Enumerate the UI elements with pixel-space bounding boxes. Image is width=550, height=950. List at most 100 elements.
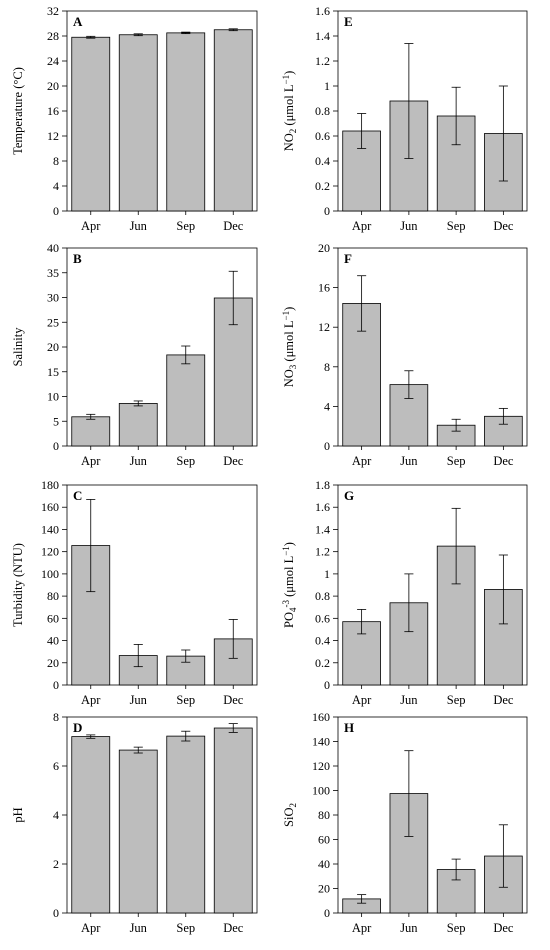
panel-h-error-bar-apr [357, 894, 367, 904]
panel-b-error-bar-jun [133, 400, 143, 407]
panel-b-category-label: Apr [81, 454, 101, 468]
panel-b-ytick-label: 5 [53, 414, 59, 428]
panel-a-letter: A [73, 14, 83, 29]
panel-g-ylabel: PO4-3 (μmol L−1) [281, 542, 298, 628]
panel-f-category-label: Sep [447, 454, 466, 468]
panel-a-error-bar-sep [181, 31, 191, 35]
panel-b-ytick-label: 10 [47, 390, 59, 404]
panel-a-bar-dec [213, 29, 253, 212]
panel-b-error-bar-sep [181, 345, 191, 365]
panel-e-error-bar-apr [357, 113, 367, 149]
panel-a-ylabel: Temperature (°C) [11, 67, 25, 155]
panel-h-error-bar-dec [498, 824, 508, 888]
panel-b-ytick-label: 40 [47, 241, 59, 255]
panel-h-ytick-label: 80 [318, 808, 330, 822]
panel-h-category-label: Apr [352, 921, 372, 935]
panel-b-letter: B [73, 251, 82, 266]
panel-f-letter: F [344, 251, 352, 266]
panel-e-ytick-label: 0.4 [315, 154, 330, 168]
panel-a-error-bar-apr [86, 35, 96, 39]
panel-d-error-bar-apr [86, 734, 96, 739]
panel-c-ytick-label: 40 [47, 634, 59, 648]
panel-g-ytick-label: 0.8 [315, 589, 330, 603]
panel-f-ytick-label: 8 [324, 360, 330, 374]
panel-d-category-label: Apr [81, 921, 101, 935]
panel-a-category-label: Sep [176, 219, 195, 233]
panel-b-ytick-label: 25 [47, 315, 59, 329]
panel-h-ytick-label: 20 [318, 882, 330, 896]
panel-b-error-bar-apr [86, 413, 96, 420]
panel-c-ytick-label: 160 [41, 500, 59, 514]
panel-e-ytick-label: 1.2 [315, 54, 330, 68]
panel-d-error-bar-dec [228, 723, 238, 733]
panel-f-ytick-label: 0 [324, 439, 330, 453]
panel-c-ytick-label: 60 [47, 611, 59, 625]
panel-e-ytick-label: 0.6 [315, 129, 330, 143]
panel-f-category-label: Dec [493, 454, 514, 468]
panel-a-ytick-label: 12 [47, 129, 59, 143]
panel-g-ytick-label: 0.4 [315, 634, 330, 648]
panel-e-category-label: Sep [447, 219, 466, 233]
panel-c-ytick-label: 140 [41, 522, 59, 536]
panel-g-ytick-label: 0.2 [315, 656, 330, 670]
panel-e-error-bar-sep [451, 86, 461, 146]
panel-h-ytick-label: 100 [312, 784, 330, 798]
panel-e: 0 0.2 0.4 0.6 0.8 1 1.2 1.4 1.6 Apr Jun Sep Dec E NO2 … [281, 4, 528, 233]
panel-g-category-label: Dec [493, 693, 514, 707]
panel-d-error-bar-jun [133, 746, 143, 754]
panel-g-error-bar-jun [404, 573, 414, 633]
panel-h-letter: H [344, 720, 354, 735]
panel-d-bar-sep [166, 735, 206, 914]
panel-d-ytick-label: 8 [53, 710, 59, 724]
panel-a-bar-apr [71, 36, 111, 212]
panel-d-ytick-label: 4 [53, 808, 59, 822]
panel-h-category-label: Jun [400, 921, 418, 935]
panel-e-ytick-label: 0 [324, 204, 330, 218]
panel-g-frame [337, 484, 528, 686]
panel-f-error-bar-apr [357, 275, 367, 332]
panel-a-bar-jun [118, 34, 158, 212]
panel-h-ytick-label: 40 [318, 857, 330, 871]
panel-f-ytick-label: 4 [324, 399, 330, 413]
panel-c-error-bar-jun [133, 644, 143, 668]
panel-a-error-bar-jun [133, 33, 143, 37]
panel-f-frame [337, 247, 528, 447]
panel-g-letter: G [344, 488, 354, 503]
panel-g-ytick-label: 0 [324, 678, 330, 692]
panel-f-ytick-label: 16 [318, 281, 330, 295]
panel-b-category-label: Jun [130, 454, 148, 468]
panel-d-ytick-label: 2 [53, 857, 59, 871]
panel-a-ytick-label: 20 [47, 79, 59, 93]
panel-d-category-label: Dec [223, 921, 244, 935]
panel-g-category-label: Jun [400, 693, 418, 707]
panel-c-ytick-label: 120 [41, 545, 59, 559]
panel-b-ytick-label: 35 [47, 266, 59, 280]
panel-g-category-label: Apr [352, 693, 372, 707]
panel-a-category-label: Dec [223, 219, 244, 233]
panel-b-ylabel: Salinity [11, 327, 25, 367]
panel-c-letter: C [73, 488, 82, 503]
panel-g-error-bar-sep [451, 507, 461, 585]
panel-a-ytick-label: 24 [47, 54, 59, 68]
panel-e-ytick-label: 0.2 [315, 179, 330, 193]
panel-c-error-bar-sep [181, 649, 191, 663]
panel-e-category-label: Apr [352, 219, 372, 233]
panel-g-error-bar-apr [357, 609, 367, 635]
panel-g-error-bar-dec [498, 554, 508, 625]
panel-a-ytick-label: 8 [53, 154, 59, 168]
panel-h-ytick-label: 120 [312, 759, 330, 773]
panel-c-ytick-label: 180 [41, 478, 59, 492]
panel-h-ytick-label: 160 [312, 710, 330, 724]
panel-e-letter: E [344, 14, 353, 29]
panel-d-bar-dec [213, 727, 253, 914]
panel-e-category-label: Jun [400, 219, 418, 233]
panel-e-error-bar-jun [404, 43, 414, 159]
panel-a-ytick-label: 32 [47, 4, 59, 18]
panel-d-bar-jun [118, 749, 158, 914]
panel-c-ytick-label: 80 [47, 589, 59, 603]
panel-f-error-bar-dec [498, 407, 508, 425]
panel-c-category-label: Dec [223, 693, 244, 707]
panel-c-error-bar-apr [86, 499, 96, 593]
panel-h-category-label: Dec [493, 921, 514, 935]
panel-c-category-label: Jun [130, 693, 148, 707]
